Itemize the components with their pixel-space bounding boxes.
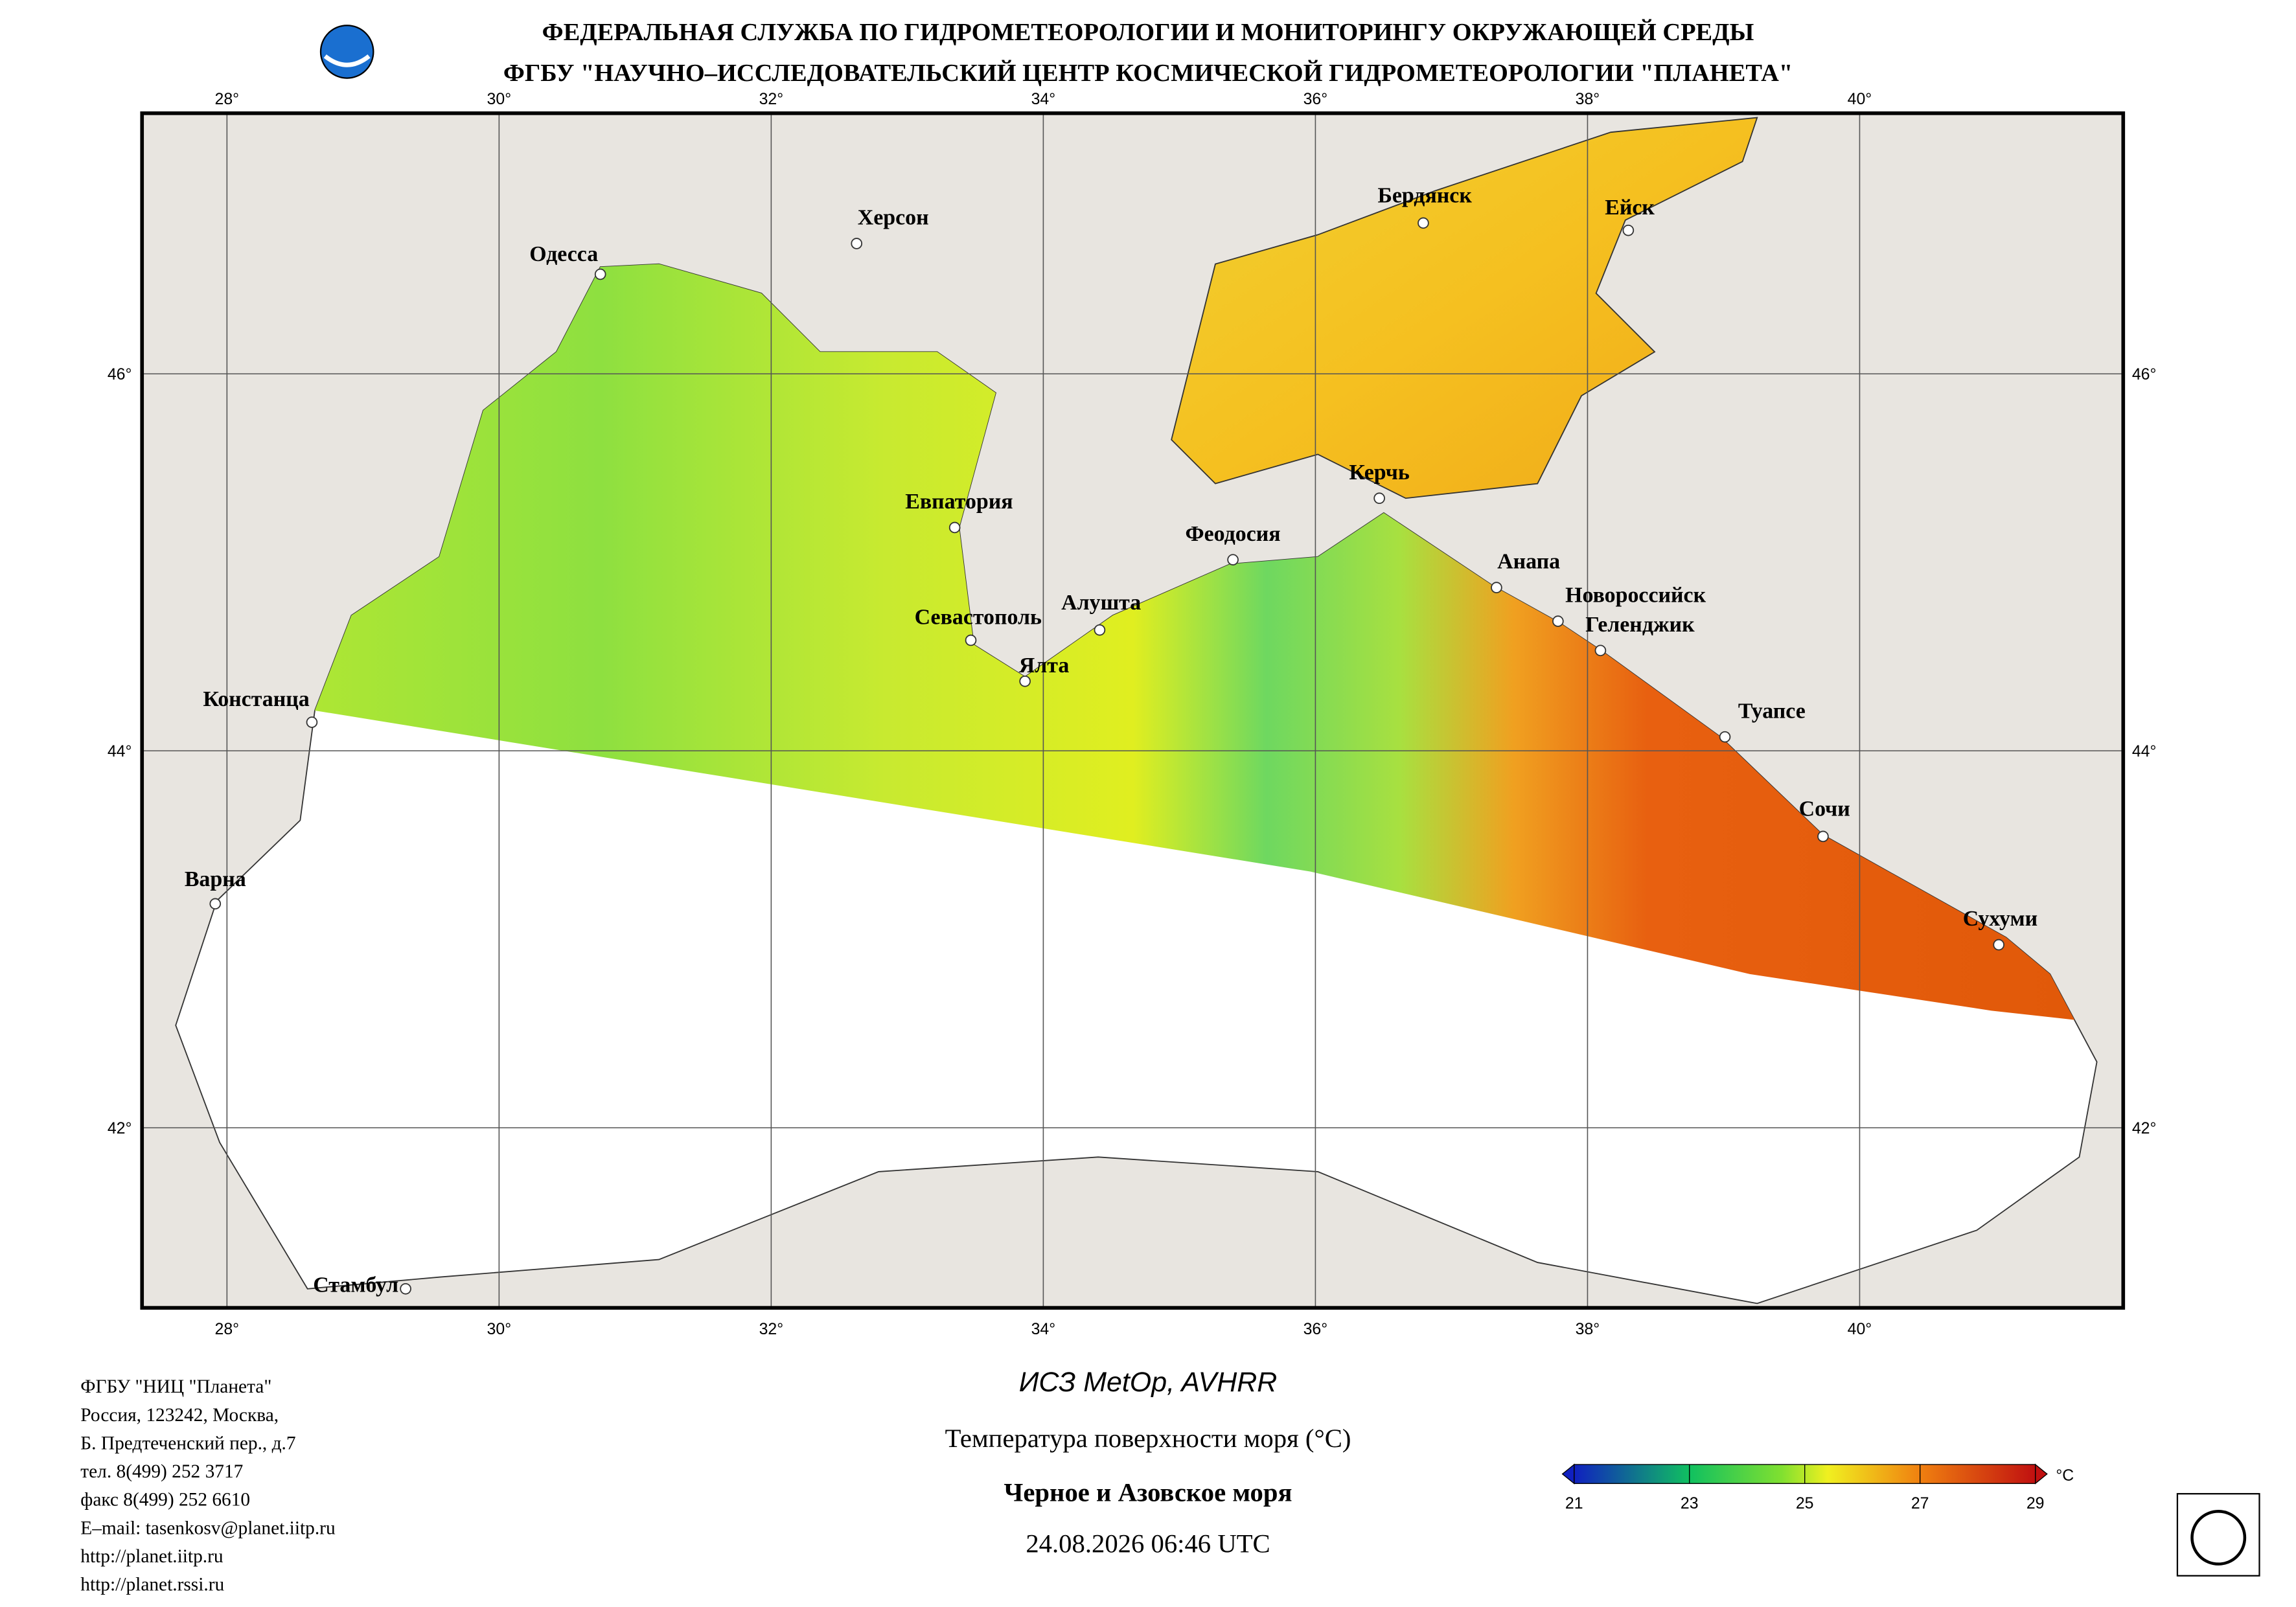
city-dot — [400, 1282, 411, 1295]
city-dot — [1019, 675, 1031, 687]
city-label: Стамбул — [313, 1273, 398, 1297]
colorbar-tick-label: 21 — [1565, 1494, 1583, 1512]
colorbar-tick-label: 23 — [1681, 1494, 1699, 1512]
colorbar-arrow — [1561, 1463, 1575, 1485]
city-label: Евпатория — [905, 490, 1013, 514]
colorbar-arrow — [2035, 1463, 2048, 1485]
city-dot — [1993, 939, 2004, 951]
cities: Одесса Херсон Бердянск Ейск Евпатория Феодоси… — [185, 184, 2038, 1297]
city-dot — [1373, 492, 1385, 505]
lat-label: 46° — [108, 365, 132, 383]
city-dot — [209, 898, 222, 910]
address: ФГБУ "НИЦ "Планета" Россия, 123242, Москв… — [80, 1376, 336, 1595]
city-dot — [851, 238, 863, 249]
city-dot — [1719, 731, 1731, 743]
address-line: Б. Предтеченский пер., д.7 — [80, 1433, 295, 1453]
colorbar: 21 23 25 27 29 °C — [1561, 1463, 2074, 1512]
lon-label: 38° — [1576, 90, 1600, 108]
address-line: Россия, 123242, Москва, — [80, 1405, 279, 1426]
city-dot — [1094, 624, 1106, 636]
lat-label: 46° — [2132, 365, 2157, 383]
lat-label: 42° — [2132, 1119, 2157, 1137]
city-label: Алушта — [1061, 591, 1141, 615]
logo — [319, 25, 374, 79]
lon-label: 36° — [1303, 90, 1328, 108]
datetime: 24.08.2026 06:46 UTC — [1026, 1529, 1270, 1558]
lat-label: 44° — [108, 742, 132, 760]
address-line: тел. 8(499) 252 3717 — [80, 1461, 243, 1482]
lon-label: 40° — [1848, 1320, 1872, 1338]
address-line: http://planet.iitp.ru — [80, 1546, 224, 1567]
address-line: факс 8(499) 252 6610 — [80, 1490, 250, 1510]
header-line: ФЕДЕРАЛЬНАЯ СЛУЖБА ПО ГИДРОМЕТЕОРОЛОГИИ … — [542, 19, 1754, 46]
colorbar-tick-label: 27 — [1911, 1494, 1929, 1512]
lon-label: 28° — [215, 90, 240, 108]
logo-wave — [323, 54, 371, 67]
graticule: 28° 28° 30° 30° 32° 32° 34° 34° 36° 36° 38° 38° 40° 4… — [108, 90, 2157, 1338]
city-label: Сухуми — [1963, 907, 2038, 931]
lon-label: 28° — [215, 1320, 240, 1338]
lat-label: 42° — [108, 1119, 132, 1137]
address-line: E–mail: tasenkosv@planet.iitp.ru — [80, 1518, 336, 1538]
city-label: Херсон — [858, 206, 929, 230]
product: Температура поверхности моря (°C) — [945, 1424, 1351, 1453]
city-label: Геленджик — [1585, 613, 1695, 637]
city-label: Ялта — [1019, 654, 1070, 678]
city-dot — [948, 521, 961, 534]
region: Черное и Азовское моря — [1004, 1477, 1292, 1507]
lon-label: 34° — [1031, 1320, 1056, 1338]
lon-label: 36° — [1303, 1320, 1328, 1338]
map-frame — [140, 111, 2126, 1310]
city-label: Ейск — [1605, 196, 1655, 220]
city-dot — [1418, 217, 1429, 229]
city-dot — [1622, 224, 1635, 236]
lon-label: 30° — [487, 1320, 512, 1338]
lon-label: 32° — [759, 90, 784, 108]
city-dot — [306, 716, 318, 728]
city-label: Бердянск — [1377, 184, 1472, 208]
colorbar-tick-label: 29 — [2026, 1494, 2045, 1512]
city-label: Новороссийск — [1565, 584, 1706, 608]
city-label: Сочи — [1799, 797, 1850, 821]
lon-label: 34° — [1031, 90, 1056, 108]
header-line: ФГБУ "НАУЧНО–ИССЛЕДОВАТЕЛЬСКИЙ ЦЕНТР КОС… — [503, 60, 1793, 87]
city-label: Феодосия — [1186, 522, 1281, 546]
city-label: Анапа — [1497, 550, 1560, 574]
lon-label: 30° — [487, 90, 512, 108]
colorbar-tick-label: 25 — [1796, 1494, 1814, 1512]
city-dot — [1227, 554, 1239, 565]
city-label: Варна — [185, 867, 246, 891]
city-label: Констанца — [203, 687, 309, 711]
city-label: Одесса — [529, 242, 598, 266]
sea-of-azov — [1171, 117, 1758, 499]
lon-label: 40° — [1848, 90, 1872, 108]
lon-label: 38° — [1576, 1320, 1600, 1338]
lat-label: 44° — [2132, 742, 2157, 760]
city-label: Севастополь — [915, 606, 1042, 630]
lon-label: 32° — [759, 1320, 784, 1338]
city-label: Керчь — [1349, 461, 1409, 484]
city-dot — [1491, 582, 1502, 593]
city-dot — [1594, 644, 1607, 657]
address-line: ФГБУ "НИЦ "Планета" — [80, 1376, 271, 1397]
address-line: http://planet.rssi.ru — [80, 1575, 224, 1595]
city-dot — [594, 268, 606, 280]
city-dot — [965, 634, 977, 646]
iso-badge-ring — [2190, 1510, 2247, 1566]
colorbar-unit: °C — [2056, 1466, 2074, 1485]
city-label: Туапсе — [1738, 699, 1806, 723]
city-dot — [1552, 615, 1564, 627]
city-dot — [1817, 830, 1829, 843]
satellite: ИСЗ MetOp, AVHRR — [1019, 1367, 1278, 1398]
